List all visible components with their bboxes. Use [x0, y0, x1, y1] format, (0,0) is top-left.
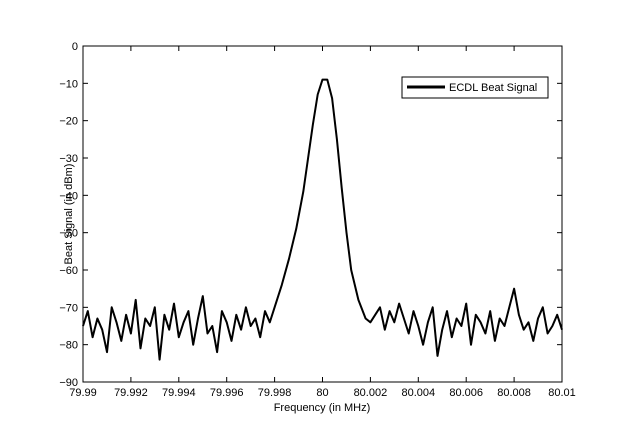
legend-box	[401, 76, 549, 99]
x-axis-ticks: 79.99 79.992 79.994 79.996 79.998 80 80.002 80.…	[69, 46, 576, 399]
y-tick-label: 0	[72, 41, 78, 53]
y-tick-label: −10	[59, 78, 78, 90]
x-tick-label: 79.994	[162, 387, 196, 399]
y-tick-label: −30	[59, 153, 78, 165]
x-tick-label: 80.002	[354, 387, 388, 399]
x-tick-label: 80.008	[497, 387, 531, 399]
x-tick-label: 80.006	[449, 387, 483, 399]
x-tick-label: 80	[316, 387, 328, 399]
x-tick-label: 79.992	[114, 387, 148, 399]
x-tick-label: 80.01	[548, 387, 576, 399]
y-tick-label: −50	[59, 228, 78, 240]
x-tick-label: 79.99	[69, 387, 97, 399]
y-tick-label: −70	[59, 302, 78, 314]
ecdl-beat-signal-line	[82, 78, 563, 361]
legend: ECDL Beat Signal	[401, 76, 549, 99]
y-tick-label: −60	[59, 265, 78, 277]
x-tick-label: 80.004	[401, 387, 435, 399]
y-tick-label: −40	[59, 190, 78, 202]
y-tick-label: −20	[59, 116, 78, 128]
y-axis-ticks: 0 −10 −20 −30 −40 −50 −60 −70 −80 −90	[59, 41, 562, 389]
y-tick-label: −80	[59, 340, 78, 352]
y-axis-label: Beat Signal (in dBm)	[63, 164, 75, 265]
legend-label: ECDL Beat Signal	[449, 82, 537, 94]
y-tick-label: −90	[59, 377, 78, 389]
x-tick-label: 79.998	[258, 387, 292, 399]
x-tick-label: 79.996	[210, 387, 244, 399]
x-axis-label: Frequency (in MHz)	[274, 402, 371, 414]
